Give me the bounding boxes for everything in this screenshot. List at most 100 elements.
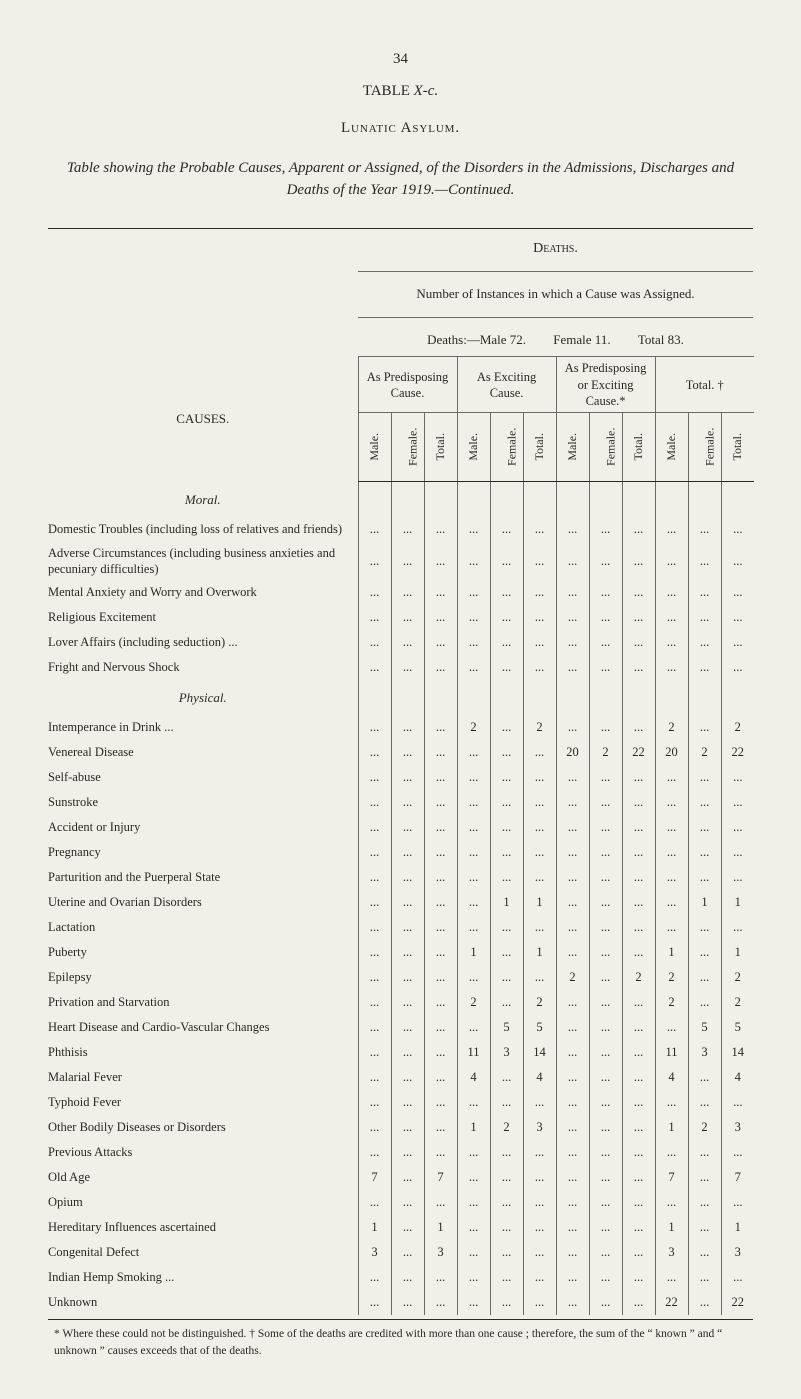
table-cell <box>688 680 721 715</box>
table-cell: ... <box>655 1265 688 1290</box>
row-label: Other Bodily Diseases or Disorders <box>48 1115 358 1140</box>
table-cell: ... <box>556 940 589 965</box>
table-cell: 5 <box>490 1015 523 1040</box>
table-cell: ... <box>589 542 622 581</box>
table-cell <box>523 482 556 517</box>
table-cell: ... <box>589 915 622 940</box>
table-cell: ... <box>457 915 490 940</box>
table-cell: ... <box>457 815 490 840</box>
table-cell: ... <box>523 865 556 890</box>
row-label: Sunstroke <box>48 790 358 815</box>
table-label-prefix: TABLE <box>363 83 414 99</box>
table-cell: ... <box>424 940 457 965</box>
row-label: Phthisis <box>48 1040 358 1065</box>
subhead-9: Male. <box>655 413 688 482</box>
table-cell: ... <box>391 605 424 630</box>
row-label: Self-abuse <box>48 765 358 790</box>
table-cell: ... <box>721 1090 754 1115</box>
table-cell: ... <box>622 1290 655 1315</box>
row-label: Opium <box>48 1190 358 1215</box>
table-cell: ... <box>457 630 490 655</box>
table-cell: ... <box>655 542 688 581</box>
table-cell: ... <box>721 542 754 581</box>
table-cell: ... <box>589 865 622 890</box>
table-cell: ... <box>556 580 589 605</box>
table-cell: ... <box>358 655 391 680</box>
table-cell: ... <box>391 1215 424 1240</box>
table-cell: ... <box>622 715 655 740</box>
table-cell: ... <box>391 630 424 655</box>
table-cell: ... <box>688 1190 721 1215</box>
table-cell: ... <box>391 965 424 990</box>
table-cell: ... <box>622 655 655 680</box>
table-cell: ... <box>688 840 721 865</box>
table-cell: ... <box>490 580 523 605</box>
table-cell: ... <box>556 655 589 680</box>
table-cell: ... <box>688 1265 721 1290</box>
table-cell: ... <box>622 1140 655 1165</box>
table-cell <box>721 482 754 517</box>
table-cell: ... <box>622 605 655 630</box>
table-cell: ... <box>589 965 622 990</box>
table-cell <box>655 680 688 715</box>
table-cell: 7 <box>655 1165 688 1190</box>
table-cell: ... <box>358 517 391 542</box>
table-cell: ... <box>556 1215 589 1240</box>
table-cell: 2 <box>721 965 754 990</box>
table-cell: ... <box>523 1165 556 1190</box>
table-cell: ... <box>523 1290 556 1315</box>
table-cell: ... <box>622 1090 655 1115</box>
table-cell: 1 <box>721 1215 754 1240</box>
table-cell: ... <box>589 517 622 542</box>
table-cell: ... <box>358 580 391 605</box>
table-cell: ... <box>391 1240 424 1265</box>
table-cell: ... <box>424 715 457 740</box>
row-label: Congenital Defect <box>48 1240 358 1265</box>
table-cell: ... <box>391 915 424 940</box>
table-cell: 3 <box>523 1115 556 1140</box>
table-cell: 1 <box>721 890 754 915</box>
table-cell: ... <box>391 1140 424 1165</box>
table-cell <box>391 680 424 715</box>
table-cell: ... <box>622 890 655 915</box>
table-cell: ... <box>391 1090 424 1115</box>
row-label: Epilepsy <box>48 965 358 990</box>
table-cell: ... <box>523 630 556 655</box>
table-cell <box>688 482 721 517</box>
table-cell: ... <box>457 1290 490 1315</box>
table-cell: ... <box>589 580 622 605</box>
table-cell: ... <box>457 1190 490 1215</box>
subhead-10: Female. <box>688 413 721 482</box>
subhead-11: Total. <box>721 413 754 482</box>
table-cell: 4 <box>523 1065 556 1090</box>
table-cell: ... <box>490 1240 523 1265</box>
table-cell: ... <box>490 790 523 815</box>
causes-head: CAUSES. <box>48 357 358 482</box>
table-cell: ... <box>358 840 391 865</box>
table-cell: 1 <box>490 890 523 915</box>
table-cell: 1 <box>523 890 556 915</box>
table-cell: ... <box>556 1165 589 1190</box>
table-cell: ... <box>556 1190 589 1215</box>
table-cell: ... <box>391 890 424 915</box>
table-cell: ... <box>391 815 424 840</box>
section-heading: Physical. <box>48 680 358 715</box>
deaths-label: Deaths. <box>358 235 753 265</box>
row-label: Parturition and the Puerperal State <box>48 865 358 890</box>
table-cell: ... <box>523 517 556 542</box>
table-cell: ... <box>424 815 457 840</box>
assigned-line: Number of Instances in which a Cause was… <box>358 278 753 311</box>
table-cell: ... <box>490 865 523 890</box>
table-cell: ... <box>622 815 655 840</box>
table-cell: ... <box>556 1090 589 1115</box>
table-cell: ... <box>721 1190 754 1215</box>
table-cell: ... <box>424 580 457 605</box>
table-cell: ... <box>556 815 589 840</box>
table-cell: ... <box>424 915 457 940</box>
table-cell <box>490 680 523 715</box>
table-cell: ... <box>391 740 424 765</box>
table-cell: 2 <box>721 715 754 740</box>
table-cell: ... <box>655 790 688 815</box>
table-cell: ... <box>358 1065 391 1090</box>
table-cell: ... <box>457 1215 490 1240</box>
